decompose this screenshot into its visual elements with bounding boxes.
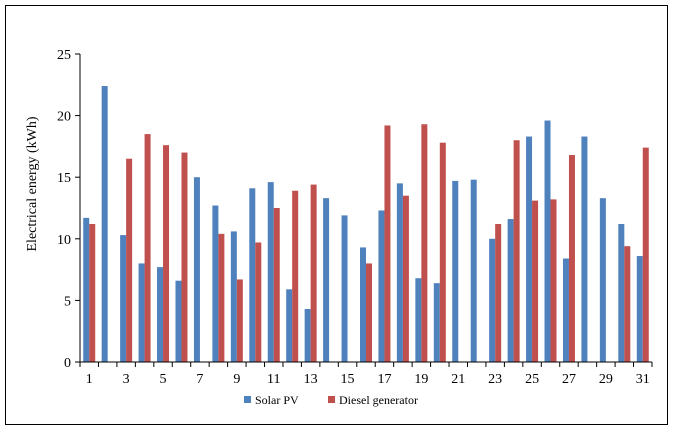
legend-swatch-solar-pv [244,396,251,403]
bar-solar-pv [83,217,90,362]
x-tick-label: 19 [414,372,428,387]
bar-solar-pv [304,309,311,362]
bar-diesel-generator [236,279,243,362]
bar-solar-pv [489,238,496,362]
bar-diesel-generator [642,147,649,362]
bar-diesel-generator [439,142,446,362]
bar-solar-pv [212,205,219,362]
bar-solar-pv [120,235,127,362]
x-tick-label: 21 [451,372,465,387]
y-tick-label: 20 [57,110,71,125]
x-tick-label: 7 [196,372,203,387]
bar-solar-pv [452,180,459,362]
bar-diesel-generator [402,195,409,362]
bar-solar-pv [230,231,237,362]
legend-swatch-diesel-generator [328,396,335,403]
x-tick-label: 5 [160,372,167,387]
bar-solar-pv [267,182,274,362]
bar-solar-pv [396,183,403,362]
bar-solar-pv [249,188,256,362]
y-tick-label: 0 [64,356,71,371]
x-tick-label: 25 [525,372,539,387]
bar-solar-pv [138,263,145,362]
y-tick-label: 10 [57,233,71,248]
x-tick-label: 17 [377,372,391,387]
bar-solar-pv [618,224,625,362]
y-axis-title: Electrical energy (kWh) [25,116,40,251]
bar-diesel-generator [181,152,188,362]
y-axis-title-group: Electrical energy (kWh) [25,116,40,251]
bar-diesel-generator [532,200,539,362]
x-tick-label: 29 [599,372,613,387]
axes [79,54,652,363]
bar-diesel-generator [255,242,262,362]
bar-diesel-generator [550,199,557,362]
bar-solar-pv [507,219,514,362]
x-tick-label: 3 [123,372,130,387]
bar-diesel-generator [366,263,372,362]
bar-solar-pv [360,247,366,362]
bar-solar-pv [599,198,606,362]
x-tick-label: 1 [86,372,93,387]
bar-solar-pv [101,86,108,363]
bar-solar-pv [544,120,551,362]
bar-diesel-generator [218,233,225,362]
bar-diesel-generator [384,125,391,363]
bar-diesel-generator [421,124,428,362]
bar-diesel-generator [568,155,575,362]
bar-solar-pv [157,267,164,362]
bar-diesel-generator [495,224,502,362]
y-tick-label: 25 [57,48,71,63]
legend-label-solar-pv: Solar PV [255,393,299,407]
bar-solar-pv [378,210,385,362]
bar-solar-pv [286,289,293,362]
bars [83,86,649,363]
y-axis-ticks: 0 5 10 15 20 25 [57,48,80,371]
x-tick-label: 23 [488,372,502,387]
bar-solar-pv [323,198,330,362]
bar-solar-pv [341,215,348,362]
bar-solar-pv [470,179,477,362]
x-tick-label: 15 [341,372,355,387]
bar-solar-pv [636,256,643,362]
bar-solar-pv [193,177,200,362]
bar-diesel-generator [310,184,317,362]
x-tick-label: 11 [267,372,280,387]
bar-diesel-generator [273,208,280,362]
bar-diesel-generator [144,134,151,362]
bar-diesel-generator [292,190,299,362]
x-tick-label: 13 [304,372,318,387]
x-tick-label: 27 [562,372,576,387]
x-axis-ticks: 1 3 5 7 9 11 13 15 17 19 21 23 25 27 29 31 [79,362,653,387]
bar-diesel-generator [513,140,520,362]
y-tick-label: 15 [57,171,71,186]
bar-diesel-generator [624,246,631,362]
bar-solar-pv [433,283,440,362]
bar-diesel-generator [163,145,170,362]
bar-solar-pv [415,278,422,362]
legend: Solar PV Diesel generator [244,393,418,407]
bar-diesel-generator [89,224,96,362]
bar-solar-pv [175,280,182,362]
bar-solar-pv [581,136,588,362]
y-tick-label: 5 [64,294,71,309]
bar-solar-pv [562,258,569,362]
bar-solar-pv [526,136,533,362]
x-tick-label: 31 [636,372,650,387]
bar-diesel-generator [126,158,133,362]
x-tick-label: 9 [233,372,240,387]
legend-label-diesel-generator: Diesel generator [339,393,418,407]
